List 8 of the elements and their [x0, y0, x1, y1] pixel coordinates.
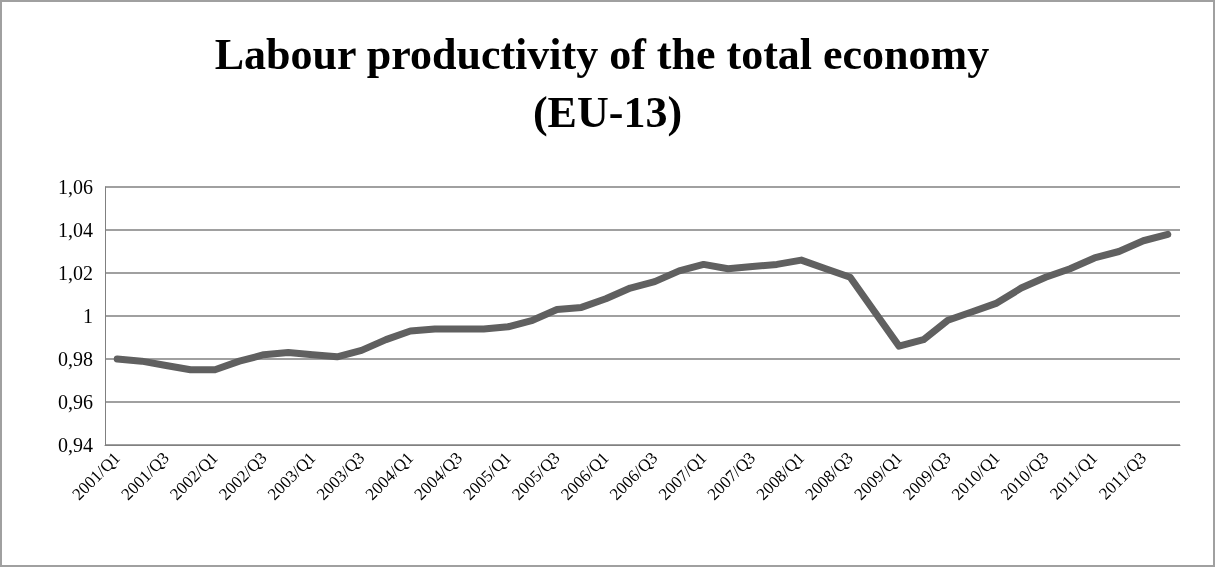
- y-tick-label: 0,94: [58, 434, 93, 456]
- y-tick-label: 1,06: [58, 176, 93, 198]
- y-tick-label: 1,02: [58, 262, 93, 284]
- chart-title: Labour productivity of the total economy (EU-13): [214, 29, 1001, 137]
- y-tick-label: 0,96: [58, 391, 93, 413]
- y-tick-label: 1: [83, 305, 93, 327]
- y-tick-label: 0,98: [58, 348, 93, 370]
- y-tick-label: 1,04: [58, 219, 93, 241]
